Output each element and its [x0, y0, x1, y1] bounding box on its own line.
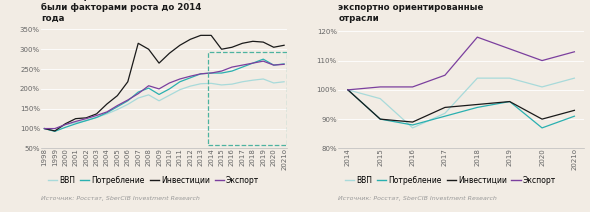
- Text: Источник: Росстат, SberCIB Investment Research: Источник: Росстат, SberCIB Investment Re…: [338, 196, 497, 201]
- Text: Источник: Росстат, SberCIB Investment Research: Источник: Росстат, SberCIB Investment Re…: [41, 196, 200, 201]
- Legend: ВВП, Потребление, Инвестиции, Экспорт: ВВП, Потребление, Инвестиции, Экспорт: [45, 173, 263, 188]
- Legend: ВВП, Потребление, Инвестиции, Экспорт: ВВП, Потребление, Инвестиции, Экспорт: [342, 173, 559, 188]
- Text: Рост потребления и инвестиций
были факторами роста до 2014
года: Рост потребления и инвестиций были факто…: [41, 0, 203, 23]
- Text: С 2014 года экономический рост в
основном стали обеспечивать
экспортно ориентиро: С 2014 года экономический рост в основно…: [338, 0, 512, 23]
